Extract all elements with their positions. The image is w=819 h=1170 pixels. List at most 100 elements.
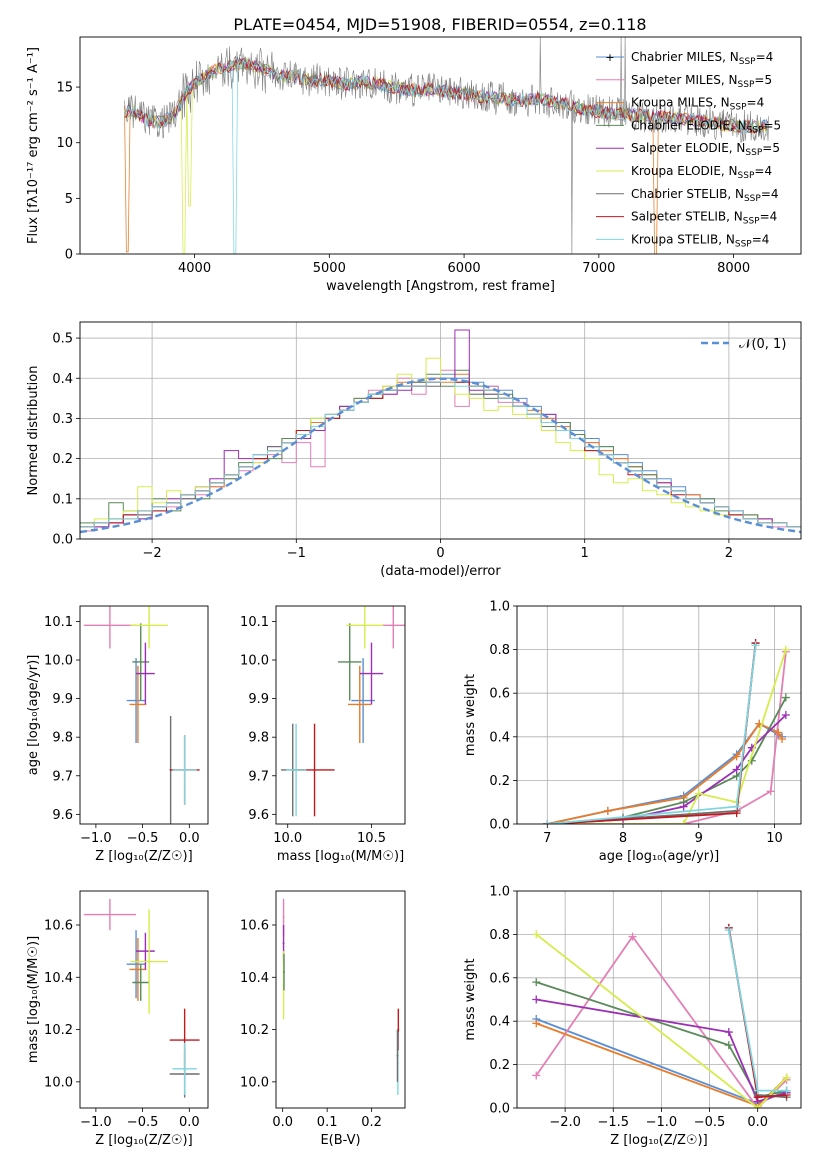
x-tick-label: 0.0	[179, 831, 200, 846]
x-tick-label: −1.0	[80, 831, 112, 846]
data-point	[628, 932, 637, 941]
data-point	[774, 728, 783, 737]
y-tick-label: 10.1	[44, 615, 73, 630]
y-tick-label: 10	[56, 136, 73, 151]
axes-frame	[275, 890, 406, 1109]
data-point	[679, 820, 688, 824]
x-tick-label: −1.0	[646, 1115, 678, 1130]
y-tick-label: 10.2	[240, 1023, 269, 1038]
x-tick-label: −1.5	[597, 1115, 629, 1130]
legend-text: Salpeter ELODIE, N	[631, 141, 745, 155]
y-tick-label: 10.0	[240, 1075, 269, 1090]
axes-frame	[79, 605, 209, 825]
data-point	[732, 802, 741, 811]
legend-label: Salpeter MILES, NSSP=5	[631, 73, 772, 90]
y-tick-label: 9.7	[52, 769, 73, 784]
legend-label: Chabrier STELIB, NSSP=4	[631, 187, 779, 204]
legend-text: Kroupa ELODIE, N	[631, 164, 738, 178]
y-tick-label: 9.6	[248, 808, 269, 823]
x-tick-label: 8000	[717, 261, 750, 276]
legend-subscript: SSP	[735, 239, 752, 249]
mass-weight-series	[547, 645, 757, 824]
data-point	[782, 1073, 791, 1082]
axes-frame	[275, 605, 406, 825]
legend-subscript: SSP	[738, 171, 755, 181]
y-tick-label: 10.6	[44, 918, 73, 933]
panel-age_vs_mass: 10.0 10.5 9.6 9.7 9.8 9.9 10.0 10.1 mass [log₁₀(…	[240, 605, 406, 864]
x-tick-label: −0.5	[127, 831, 159, 846]
data-point	[532, 1019, 541, 1028]
data-point	[781, 711, 790, 719]
data-point	[724, 926, 733, 935]
data-point	[724, 1028, 733, 1037]
x-tick-label: 10.0	[273, 831, 302, 846]
legend-subscript: SSP	[739, 57, 756, 67]
legend-value: =5	[754, 73, 772, 87]
mass-weight-series	[547, 643, 757, 824]
x-tick-label: 7000	[582, 261, 615, 276]
x-axis-label: mass [log₁₀(M/M☉)]	[277, 849, 404, 864]
y-tick-label: 0.4	[489, 730, 510, 745]
plot-area	[83, 898, 200, 1098]
plot-area	[517, 891, 801, 1108]
x-tick-label: 0.2	[361, 1115, 382, 1130]
y-tick-label: 0.2	[489, 774, 510, 789]
y-tick-label: 0.0	[489, 818, 510, 833]
legend-value: =4	[756, 50, 774, 64]
legend-text: Salpeter STELIB, N	[631, 210, 743, 224]
legend-label: Chabrier ELODIE, NSSP=5	[631, 118, 781, 135]
x-tick-label: 2	[725, 546, 733, 561]
mass-weight-series	[547, 722, 783, 824]
data-point	[694, 789, 703, 798]
legend-label: Salpeter STELIB, NSSP=4	[631, 210, 777, 227]
legend-text: Salpeter MILES, N	[631, 73, 738, 87]
x-tick-label: 0.0	[747, 1115, 768, 1130]
legend-label: Chabrier MILES, NSSP=4	[631, 50, 773, 67]
y-tick-label: 0.8	[489, 643, 510, 658]
spectrum-series	[124, 58, 769, 254]
data-point	[782, 1086, 791, 1095]
y-tick-label: 9.7	[248, 769, 269, 784]
histogram-series	[80, 377, 801, 539]
x-axis-label: E(B-V)	[320, 1133, 360, 1148]
panel-residuals: −2 −1 0 1 2 0.0 0.1 0.2 0.3 0.4 0.5 (data-model)/er…	[26, 321, 802, 579]
legend-value: =4	[747, 96, 765, 110]
normal-curve	[80, 377, 801, 534]
data-point	[753, 1104, 762, 1108]
x-axis-label: age [log₁₀(age/yr)]	[599, 849, 720, 864]
y-tick-label: 5	[65, 192, 73, 207]
x-tick-label: 0	[436, 546, 444, 561]
x-tick-label: −0.5	[127, 1115, 159, 1130]
y-tick-label: 9.6	[52, 808, 73, 823]
x-tick-label: −2	[143, 546, 162, 561]
legend-text: Chabrier STELIB, N	[631, 187, 744, 201]
x-tick-label: 10.5	[357, 831, 386, 846]
y-tick-label: 0.2	[489, 1058, 510, 1073]
x-tick-label: 0.0	[272, 1115, 293, 1130]
x-tick-label: 9	[695, 831, 703, 846]
x-tick-label: 0.1	[317, 1115, 338, 1130]
legend-subscript: SSP	[730, 103, 747, 113]
plot-area	[281, 606, 405, 817]
legend-subscript: SSP	[743, 217, 760, 227]
data-point	[766, 787, 775, 796]
y-tick-label: 9.9	[248, 692, 269, 707]
axes-frame	[516, 605, 802, 825]
y-tick-label: 0.8	[489, 928, 510, 943]
y-axis-label: Flux [fλ10⁻¹⁷ erg cm⁻² s⁻¹ A⁻¹]	[26, 47, 41, 244]
mass-weight-series	[547, 722, 783, 824]
x-tick-label: 6000	[448, 261, 481, 276]
y-tick-label: 10.0	[240, 654, 269, 669]
x-tick-label: −1.0	[80, 1115, 112, 1130]
panel-mass_vs_EBV: 0.0 0.1 0.2 10.0 10.2 10.4 10.6 E(B-V)	[240, 890, 406, 1148]
data-point	[532, 978, 541, 987]
legend-value: =4	[752, 232, 770, 246]
y-tick-label: 10.4	[240, 971, 269, 986]
y-tick-label: 9.8	[52, 731, 73, 746]
plot-area	[124, 37, 769, 254]
legend-label: Kroupa MILES, NSSP=4	[631, 96, 764, 113]
legend-value: =5	[763, 118, 781, 132]
data-point	[603, 806, 612, 815]
legend-text: Kroupa STELIB, N	[631, 232, 735, 246]
data-point	[732, 765, 741, 774]
